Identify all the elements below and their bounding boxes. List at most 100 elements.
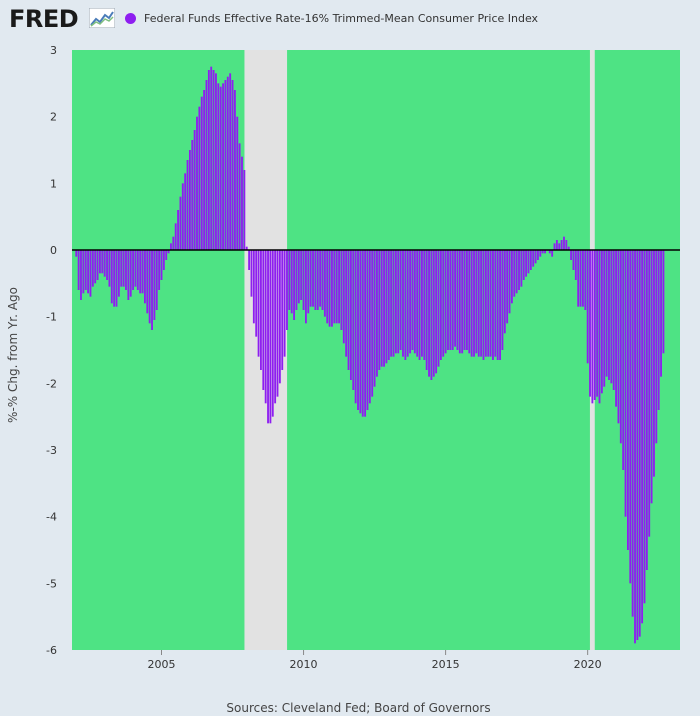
bar (555, 240, 558, 250)
bar (326, 250, 329, 324)
bar (94, 250, 97, 284)
bar (378, 250, 381, 370)
bar (264, 250, 267, 404)
bar (496, 250, 499, 360)
bar (548, 250, 551, 254)
bar (510, 250, 513, 304)
bar (584, 250, 587, 310)
bar (101, 250, 104, 274)
bar (174, 223, 177, 250)
bar (87, 250, 90, 294)
bar (255, 250, 258, 337)
bar (203, 90, 206, 250)
bar (165, 250, 168, 260)
bar (390, 250, 393, 357)
bar (132, 250, 135, 290)
bar (75, 250, 78, 257)
bar (373, 250, 376, 387)
bar (103, 250, 106, 277)
bar (565, 240, 568, 250)
bar (236, 116, 239, 251)
bar (643, 250, 646, 604)
bar (461, 250, 464, 354)
bar (522, 250, 525, 280)
bar (241, 156, 243, 250)
bar (529, 250, 532, 270)
bar (532, 250, 535, 267)
plot-area (72, 50, 680, 650)
bar (148, 250, 151, 324)
bar (250, 250, 253, 297)
bar (593, 250, 596, 400)
bar (655, 250, 658, 444)
bar (454, 250, 457, 347)
bar (283, 250, 286, 357)
bar (437, 250, 440, 367)
bar (89, 250, 92, 297)
bar (349, 250, 352, 380)
y-tick-label: 2 (50, 111, 57, 124)
bar (582, 250, 584, 307)
bar (579, 250, 582, 307)
y-axis-ticks: 3 2 1 0 -1 -2 -3 -4 -5 -6 (46, 44, 57, 657)
bar (120, 250, 123, 287)
bar (267, 250, 269, 424)
bar (660, 250, 662, 377)
bar (413, 250, 416, 354)
bar (603, 250, 606, 387)
bar (534, 250, 537, 264)
bar (297, 250, 300, 304)
bar (650, 250, 653, 504)
bar (399, 250, 402, 350)
bar (570, 250, 573, 260)
bar (340, 250, 343, 330)
bar (537, 250, 539, 260)
bar (342, 250, 345, 344)
bar (662, 250, 665, 354)
bar (91, 250, 94, 287)
bar (127, 250, 130, 300)
bar (153, 250, 156, 320)
bar (487, 250, 490, 357)
bar (449, 250, 452, 350)
bar (508, 250, 511, 314)
bar (503, 250, 506, 334)
bar (129, 250, 132, 297)
bar (638, 250, 641, 637)
bar (392, 250, 395, 357)
bar (146, 250, 149, 314)
bar (160, 250, 163, 280)
bar (387, 250, 390, 360)
bar (260, 250, 262, 370)
y-tick-label: -2 (46, 377, 57, 390)
bar (319, 250, 322, 307)
bar (513, 250, 516, 297)
bar (222, 83, 224, 250)
bar (110, 250, 113, 304)
y-tick-label: 1 (50, 177, 57, 190)
bar (179, 196, 182, 250)
bar (248, 250, 251, 270)
bar (177, 210, 179, 250)
bar (371, 250, 374, 397)
y-axis-label: %-% Chg. from Yr. Ago (6, 287, 20, 423)
bar (231, 80, 234, 250)
bar (421, 250, 423, 357)
bar (468, 250, 471, 354)
bar (465, 250, 468, 350)
bar (624, 250, 627, 517)
bar (212, 70, 215, 250)
y-tick-label: -3 (46, 444, 57, 457)
fred-logo[interactable]: FRED (9, 5, 79, 33)
bar (115, 250, 118, 307)
bar (77, 250, 80, 290)
bar (418, 250, 421, 360)
bar (207, 70, 210, 250)
bar (205, 80, 208, 250)
bar (648, 250, 651, 537)
bar (281, 250, 284, 370)
bar (196, 116, 198, 251)
bar (499, 250, 501, 360)
bar (612, 250, 615, 390)
